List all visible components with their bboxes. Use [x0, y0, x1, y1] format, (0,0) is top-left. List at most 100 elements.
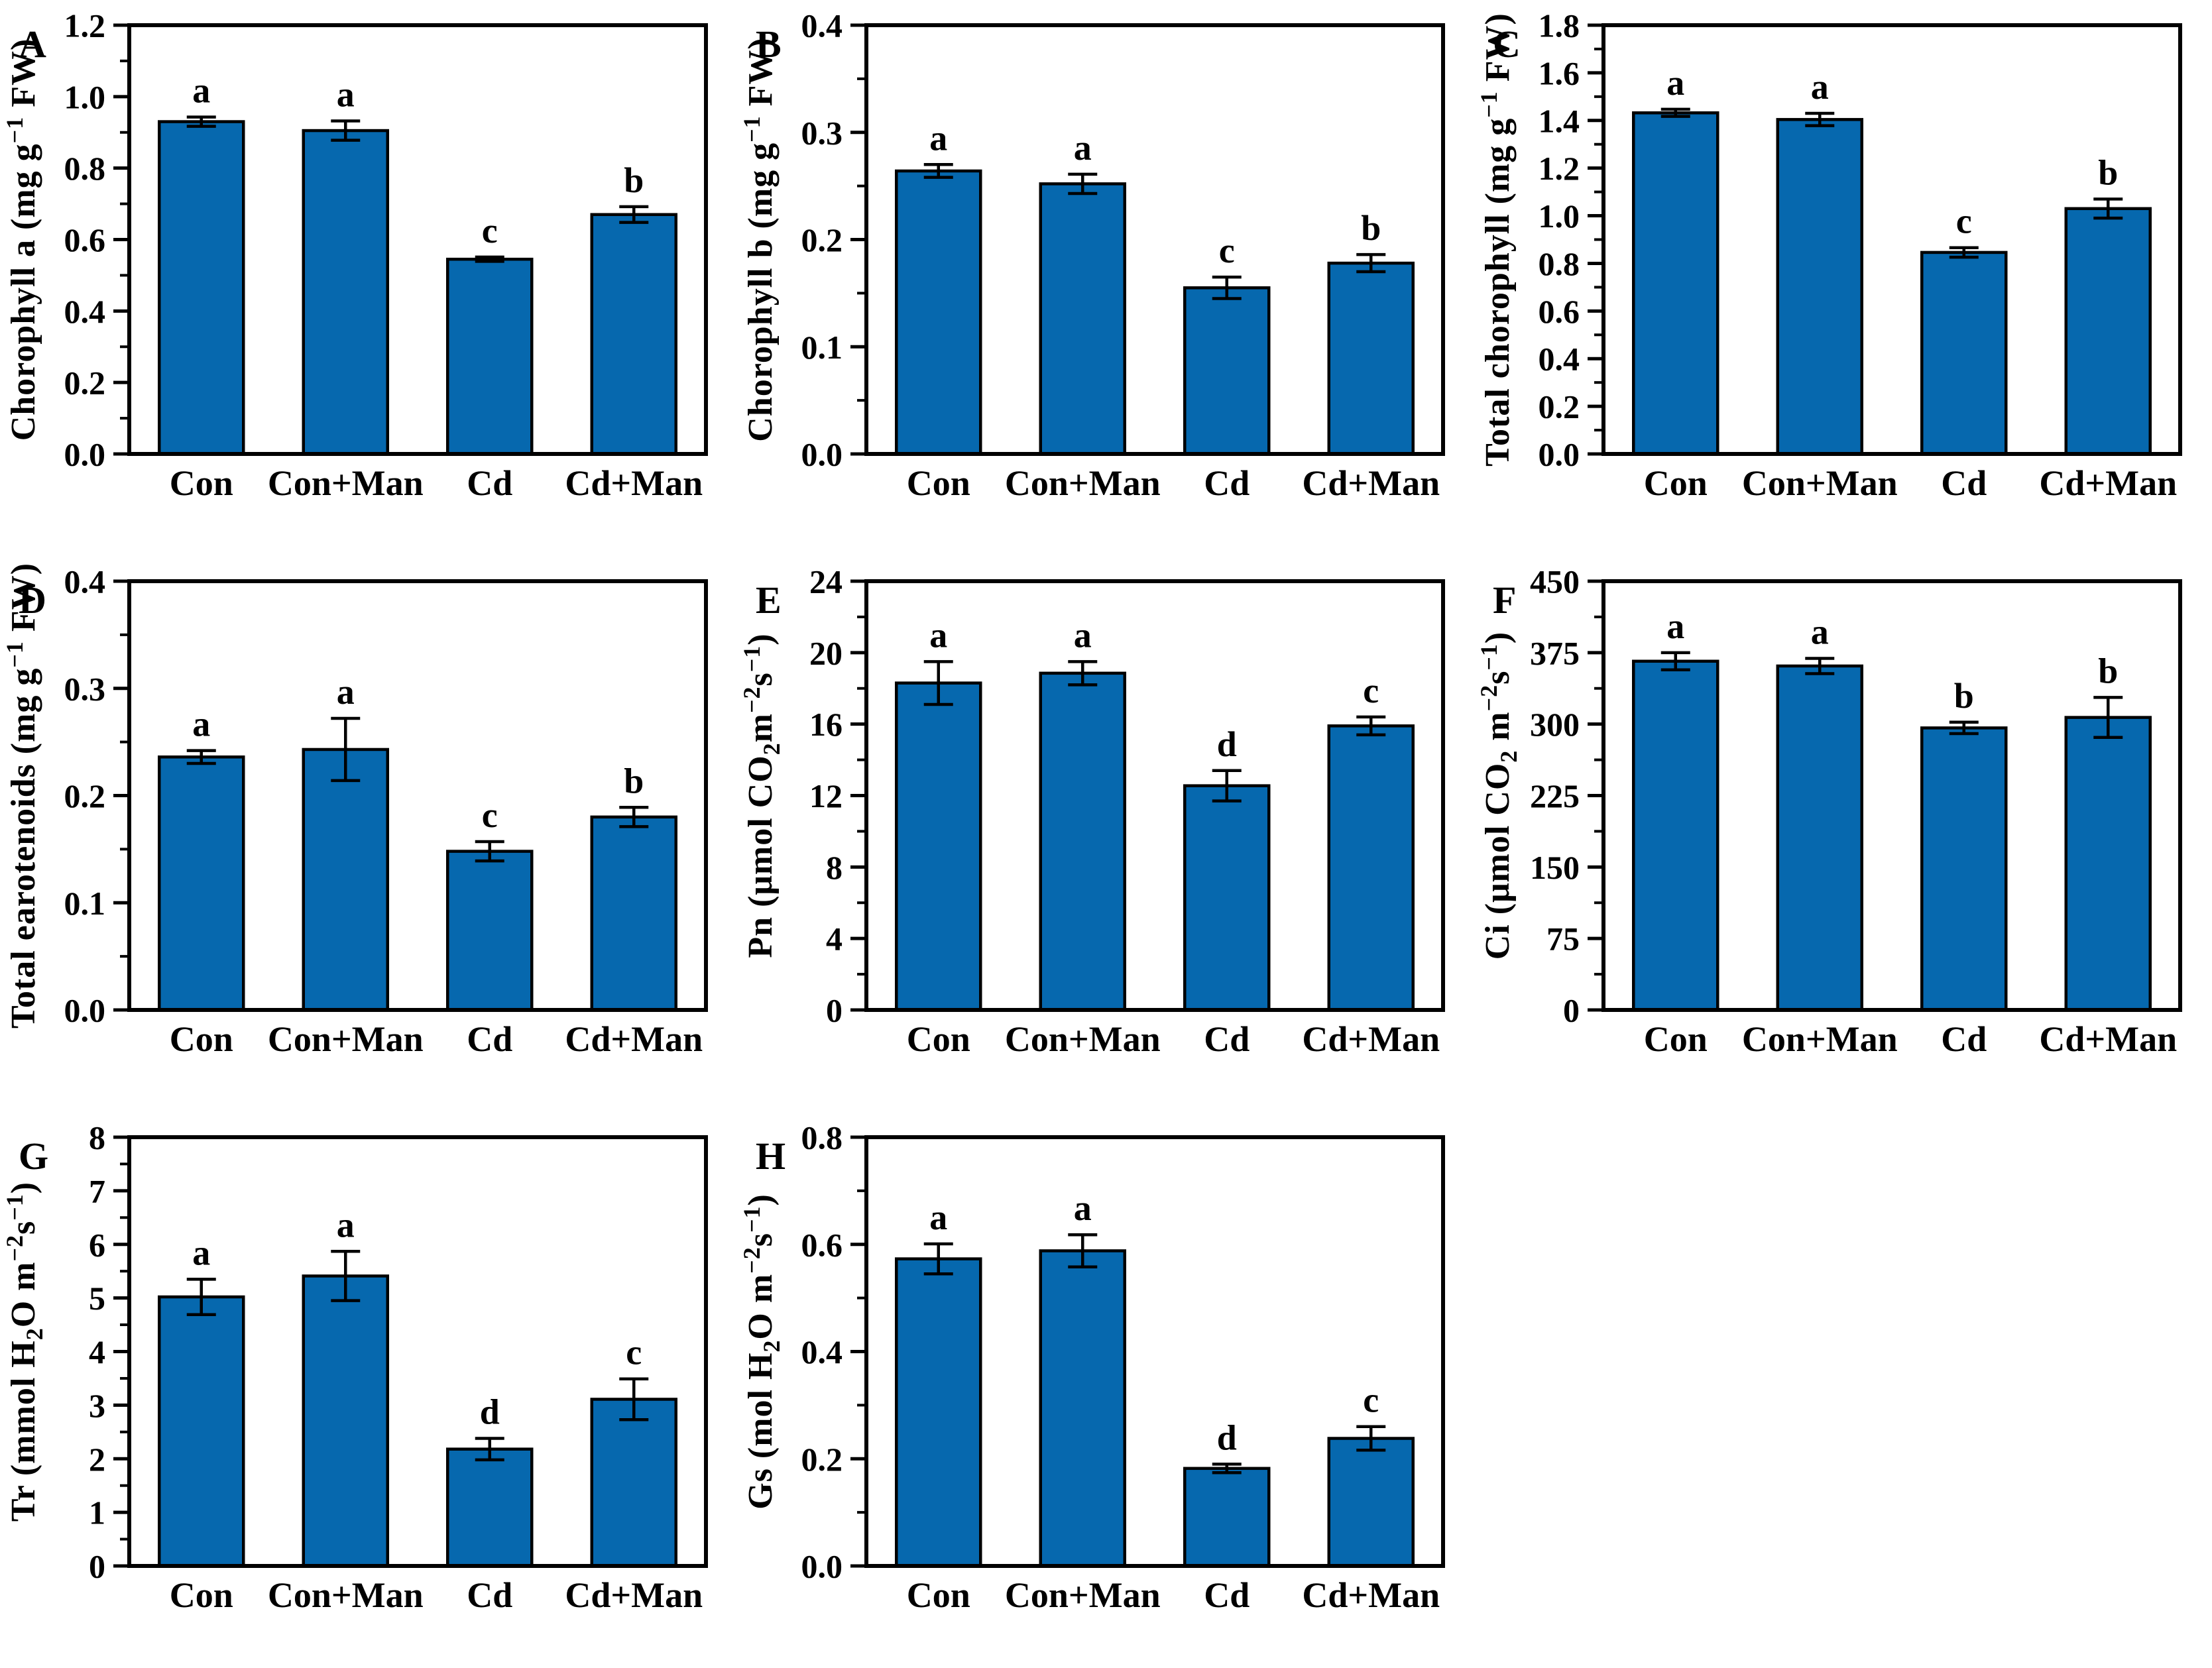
bar	[1327, 1437, 1415, 1568]
y-tick-label: 1.4	[1539, 102, 1580, 139]
bar	[895, 681, 982, 1012]
y-tick-label: 0.0	[801, 436, 843, 473]
chart-svg: Fa Con a Con+Man b Cd b Cd+Man 0 75 150 225 300 375 45…	[1476, 563, 2182, 1059]
sig-letter: d	[1217, 724, 1237, 764]
x-category-label: Cd	[467, 463, 512, 503]
bar	[1039, 671, 1126, 1012]
x-category-label: Cd+Man	[565, 463, 703, 503]
x-category-label: Cd	[1204, 463, 1250, 503]
sig-letter: a	[337, 1205, 355, 1245]
y-tick-label: 0.6	[801, 1226, 843, 1263]
y-tick-label: 0.1	[801, 329, 843, 366]
bar	[590, 815, 677, 1012]
x-category-label: Cd+Man	[1302, 463, 1440, 503]
y-tick-label: 4	[826, 920, 843, 958]
y-tick-label: 0.6	[64, 221, 106, 258]
bar	[158, 755, 245, 1012]
y-axis-title: Total earotenoids (mg g−1 FW)	[1, 563, 42, 1029]
sig-letter: a	[1666, 606, 1684, 646]
y-tick-label: 7	[89, 1172, 105, 1209]
y-tick-label: 450	[1530, 563, 1580, 600]
x-category-label: Con	[170, 1575, 233, 1615]
y-axis-title: Tr (mmol H2O m−2s−1)	[1, 1182, 48, 1522]
y-tick-label: 0.4	[64, 293, 106, 330]
y-tick-label: 225	[1530, 777, 1580, 814]
y-tick-label: 75	[1546, 920, 1580, 958]
y-tick-label: 0.8	[801, 1119, 843, 1156]
bar	[302, 1274, 389, 1568]
panel-letter-label: H	[756, 1135, 786, 1178]
y-tick-label: 4	[89, 1333, 105, 1370]
bar	[302, 129, 389, 456]
bar	[1920, 726, 2008, 1012]
y-tick-label: 150	[1530, 849, 1580, 886]
bar	[1327, 261, 1415, 456]
y-tick-label: 1.0	[1539, 197, 1580, 235]
sig-letter: a	[192, 71, 210, 111]
x-category-label: Cd	[467, 1019, 512, 1059]
y-axis-title: Ci (μmol CO2 m−2s−1)	[1476, 632, 1522, 960]
sig-letter: a	[1811, 612, 1829, 651]
chart-svg: Ga Con a Con+Man d Cd c Cd+Man 0 1 2 3 4 5 6 7 8 Tr (mmol…	[1, 1119, 708, 1615]
bar	[158, 1295, 245, 1568]
sig-letter: c	[1363, 671, 1379, 710]
sig-letter: d	[1217, 1418, 1237, 1457]
bar	[446, 257, 534, 456]
sig-letter: b	[1361, 208, 1381, 248]
y-tick-label: 20	[809, 634, 843, 671]
y-tick-label: 0.2	[801, 1441, 843, 1478]
y-tick-label: 0.3	[64, 670, 106, 707]
y-tick-label: 300	[1530, 706, 1580, 743]
empty-cell	[1474, 1112, 2211, 1668]
bar	[302, 748, 389, 1012]
x-category-label: Con+Man	[268, 463, 424, 503]
x-category-label: Con	[907, 1019, 970, 1059]
x-category-label: Cd	[1941, 1019, 1987, 1059]
sig-letter: b	[2098, 651, 2118, 691]
y-tick-label: 0.2	[64, 364, 106, 402]
y-tick-label: 3	[89, 1387, 105, 1424]
bar	[2064, 716, 2152, 1012]
panel-letter-label: G	[19, 1135, 48, 1178]
sig-letter: c	[1219, 231, 1235, 270]
y-tick-label: 1.6	[1539, 54, 1580, 91]
x-category-label: Con+Man	[1742, 463, 1898, 503]
panel-letter-label: D	[19, 579, 46, 622]
sig-letter: c	[1363, 1380, 1379, 1420]
y-tick-label: 24	[809, 563, 843, 600]
bar	[446, 850, 534, 1012]
sig-letter: a	[1074, 1188, 1092, 1228]
bar	[1776, 118, 1863, 456]
x-category-label: Con	[1644, 1019, 1708, 1059]
x-category-label: Cd+Man	[565, 1019, 703, 1059]
x-category-label: Con	[170, 463, 233, 503]
x-category-label: Cd+Man	[1302, 1575, 1440, 1615]
y-tick-label: 1.2	[1539, 150, 1580, 187]
bar	[446, 1447, 534, 1568]
y-tick-label: 0.1	[64, 885, 106, 922]
y-tick-label: 6	[89, 1226, 105, 1263]
bar	[590, 213, 677, 456]
y-tick-label: 0.2	[1539, 388, 1580, 425]
bar	[2064, 207, 2152, 456]
x-category-label: Con	[170, 1019, 233, 1059]
y-tick-label: 12	[809, 777, 843, 814]
bar	[1632, 659, 1719, 1012]
y-tick-label: 1.0	[64, 78, 106, 115]
y-axis-title: Chorophyll a (mg g−1 FW)	[1, 38, 42, 441]
y-tick-label: 0.8	[64, 150, 106, 187]
y-axis-title: Total chorophyll (mg g−1 FW)	[1476, 13, 1517, 467]
y-tick-label: 0	[1563, 992, 1580, 1029]
sig-letter: a	[192, 704, 210, 744]
bar	[1039, 1249, 1126, 1568]
y-tick-label: 0.3	[801, 114, 843, 151]
y-tick-label: 8	[826, 849, 843, 886]
panel-letter-label: E	[756, 579, 782, 622]
y-tick-label: 375	[1530, 634, 1580, 671]
